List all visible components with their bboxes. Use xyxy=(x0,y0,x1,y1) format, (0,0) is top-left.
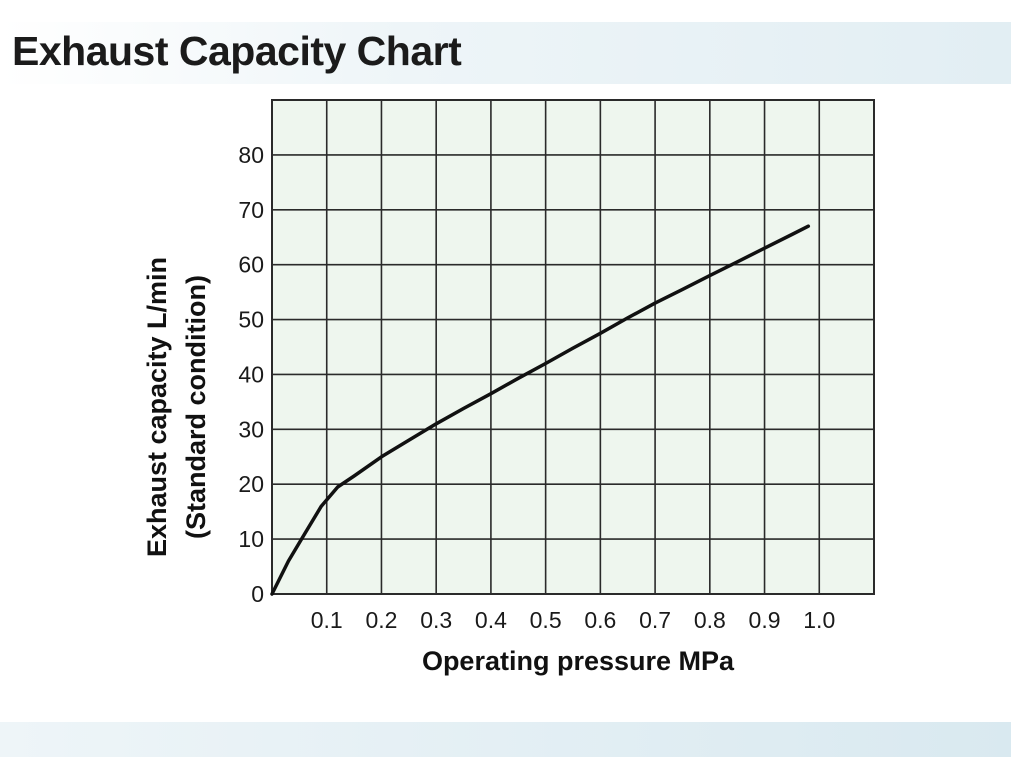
bottom-band xyxy=(0,722,1011,757)
y-tick-label: 50 xyxy=(238,307,264,333)
title-band xyxy=(0,22,1011,84)
x-tick-label: 0.2 xyxy=(365,607,397,633)
x-tick-label: 0.1 xyxy=(311,607,343,633)
y-tick-label: 80 xyxy=(238,142,264,168)
y-tick-label: 10 xyxy=(238,526,264,552)
y-tick-label: 60 xyxy=(238,252,264,278)
plot-area xyxy=(271,99,875,595)
y-tick-label: 30 xyxy=(238,416,264,442)
x-axis-title: Operating pressure MPa xyxy=(422,646,735,676)
x-tick-label: 1.0 xyxy=(803,607,835,633)
x-tick-label: 0.7 xyxy=(639,607,671,633)
x-tick-label: 0.8 xyxy=(694,607,726,633)
y-axis-subtitle: (Standard condition) xyxy=(181,275,211,539)
x-tick-label: 0.4 xyxy=(475,607,507,633)
x-tick-label: 0.6 xyxy=(584,607,616,633)
y-axis-title: Exhaust capacity L/min xyxy=(142,257,172,557)
y-tick-label: 0 xyxy=(251,581,264,607)
tick-labels: 0 10 20 30 40 50 60 70 80 0.1 0.2 0.3 0.4 0.5 0.6 0.7 0.… xyxy=(238,142,835,633)
grid-lines xyxy=(272,100,874,594)
y-tick-label: 20 xyxy=(238,471,264,497)
page-title: Exhaust Capacity Chart xyxy=(12,28,462,74)
y-tick-label: 40 xyxy=(238,361,264,387)
x-tick-label: 0.5 xyxy=(530,607,562,633)
x-tick-label: 0.9 xyxy=(749,607,781,633)
x-tick-label: 0.3 xyxy=(420,607,452,633)
exhaust-capacity-curve xyxy=(270,224,811,596)
y-tick-label: 70 xyxy=(238,197,264,223)
